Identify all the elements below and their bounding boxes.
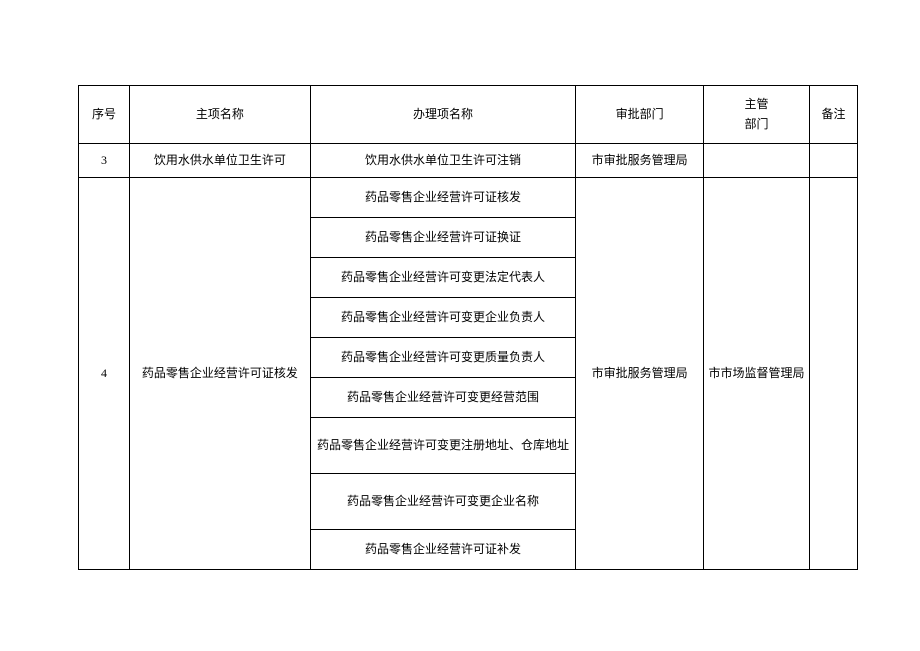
cell-proc-name: 药品零售企业经营许可变更注册地址、仓库地址: [310, 418, 576, 474]
header-row: 序号 主项名称 办理项名称 审批部门 主管 部门 备注: [79, 86, 858, 144]
hdr-remark: 备注: [810, 86, 858, 144]
cell-seq: 3: [79, 144, 130, 178]
page: 序号 主项名称 办理项名称 审批部门 主管 部门 备注 3 饮用水供水单位卫生许…: [0, 0, 920, 651]
cell-main-name: 药品零售企业经营许可证核发: [130, 178, 311, 570]
hdr-mgmt-dept-l1: 主管: [744, 97, 768, 111]
table-row: 4 药品零售企业经营许可证核发 药品零售企业经营许可证核发 市审批服务管理局 市…: [79, 178, 858, 218]
hdr-main-name: 主项名称: [130, 86, 311, 144]
cell-proc-name: 药品零售企业经营许可变更企业负责人: [310, 298, 576, 338]
cell-remark: [810, 178, 858, 570]
hdr-proc-name: 办理项名称: [310, 86, 576, 144]
cell-remark: [810, 144, 858, 178]
cell-proc-name: 药品零售企业经营许可变更经营范围: [310, 378, 576, 418]
cell-proc-name: 药品零售企业经营许可证补发: [310, 530, 576, 570]
cell-approval-dept: 市审批服务管理局: [576, 178, 704, 570]
permit-table: 序号 主项名称 办理项名称 审批部门 主管 部门 备注 3 饮用水供水单位卫生许…: [78, 85, 858, 570]
cell-proc-name: 药品零售企业经营许可证换证: [310, 218, 576, 258]
cell-seq: 4: [79, 178, 130, 570]
cell-approval-dept: 市审批服务管理局: [576, 144, 704, 178]
cell-proc-name: 药品零售企业经营许可证核发: [310, 178, 576, 218]
cell-proc-name: 药品零售企业经营许可变更法定代表人: [310, 258, 576, 298]
cell-mgmt-dept: 市市场监督管理局: [703, 178, 809, 570]
hdr-mgmt-dept: 主管 部门: [703, 86, 809, 144]
cell-proc-name: 药品零售企业经营许可变更企业名称: [310, 474, 576, 530]
cell-proc-name: 药品零售企业经营许可变更质量负责人: [310, 338, 576, 378]
cell-proc-name: 饮用水供水单位卫生许可注销: [310, 144, 576, 178]
cell-main-name: 饮用水供水单位卫生许可: [130, 144, 311, 178]
hdr-approval-dept: 审批部门: [576, 86, 704, 144]
table-row: 3 饮用水供水单位卫生许可 饮用水供水单位卫生许可注销 市审批服务管理局: [79, 144, 858, 178]
cell-mgmt-dept: [703, 144, 809, 178]
hdr-seq: 序号: [79, 86, 130, 144]
hdr-mgmt-dept-l2: 部门: [744, 117, 768, 131]
